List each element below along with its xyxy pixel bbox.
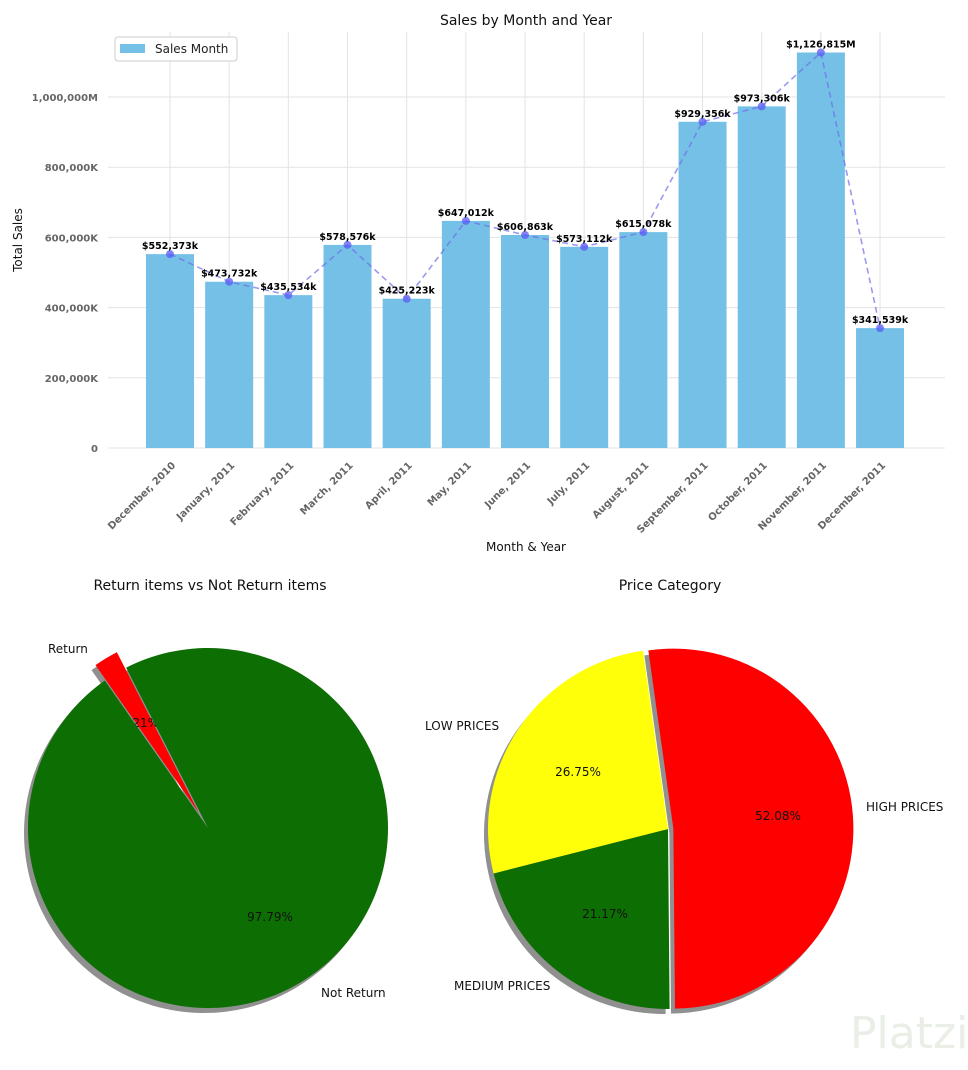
bar: [264, 295, 313, 448]
x-tick-label: December, 2010: [106, 460, 178, 532]
trend-marker: [166, 250, 174, 259]
bar: [796, 52, 845, 448]
slice-label: HIGH PRICES: [866, 800, 943, 814]
y-ticks: 0 200,000K 400,000K 600,000K 800,000K 1,000,0…: [32, 93, 100, 455]
bar: [323, 244, 372, 448]
trend-marker: [580, 242, 589, 251]
bar: [146, 254, 194, 448]
x-tick-label: August, 2011: [591, 460, 652, 521]
trend-marker: [402, 294, 411, 303]
x-tick-label: January, 2011: [174, 460, 237, 523]
slice-percent: 26.75%: [555, 765, 601, 779]
slice-label: MEDIUM PRICES: [454, 979, 550, 993]
data-label: $573,112k: [556, 234, 613, 245]
bar: [678, 121, 727, 448]
bar: [441, 220, 490, 448]
data-label: $578,576k: [319, 232, 376, 243]
data-label: $606,863k: [497, 222, 554, 233]
pie-slice-low-prices: [488, 650, 668, 874]
data-label: $973,306k: [734, 93, 791, 104]
trend-marker: [343, 240, 352, 249]
data-label: $1,126,815M: [786, 39, 856, 50]
y-tick-label: 400,000K: [45, 304, 100, 315]
legend: Sales Month: [114, 36, 238, 62]
y-tick-label: 200,000K: [45, 374, 100, 385]
x-tick-label: December, 2011: [816, 460, 888, 532]
trend-marker: [816, 48, 825, 57]
x-tick-label: March, 2011: [298, 460, 355, 517]
price-pie-title: Price Category: [619, 578, 722, 594]
slice-percent: 21.17%: [582, 907, 628, 921]
slice-label: Not Return: [321, 986, 386, 1000]
slice-percent: 52.08%: [755, 809, 801, 823]
bars: [146, 52, 905, 448]
data-label: $615,078k: [615, 219, 672, 230]
price-pie: HIGH PRICES 52.08% MEDIUM PRICES 21.17% LOW …: [425, 648, 943, 1014]
legend-box: [114, 36, 238, 62]
data-label: $552,373k: [142, 241, 199, 252]
y-tick-label: 1,000,000M: [32, 93, 98, 104]
platzi-watermark: Platzi: [850, 1008, 968, 1059]
bar: [737, 106, 786, 448]
data-labels: $552,373k $473,732k$435,534k $578,576k $425…: [142, 39, 909, 326]
trend-line: [166, 48, 885, 333]
y-tick-label: 800,000K: [45, 163, 100, 174]
legend-swatch: [120, 44, 145, 53]
return-pie-title: Return items vs Not Return items: [93, 578, 326, 594]
trend-marker: [698, 117, 707, 126]
trend-marker: [639, 228, 648, 237]
data-label: $647,012k: [438, 208, 495, 219]
trend-marker: [461, 216, 470, 225]
slice-label: Return: [48, 642, 88, 656]
x-tick-label: July, 2011: [545, 460, 592, 507]
trend-marker: [284, 291, 293, 300]
trend-marker: [757, 102, 766, 111]
pie-slice-high-prices: [648, 648, 854, 1009]
data-label: $435,534k: [260, 282, 317, 293]
x-axis-label: Month & Year: [486, 540, 566, 554]
x-tick-label: February, 2011: [229, 460, 297, 528]
bar: [619, 232, 668, 448]
data-label: $341,539k: [852, 315, 909, 326]
pie-slice-return: [95, 652, 199, 813]
bar: [205, 281, 254, 448]
pie-slice-medium-prices: [493, 829, 670, 1009]
data-label: $929,356k: [674, 109, 731, 120]
x-tick-label: April, 2011: [363, 460, 415, 512]
trend-marker: [225, 277, 234, 286]
x-tick-label: May, 2011: [426, 460, 474, 508]
y-tick-label: 600,000K: [45, 233, 100, 244]
pie-slice-not-return: [27, 648, 388, 1008]
bar: [856, 328, 905, 448]
trend-marker: [521, 230, 530, 239]
legend-label: Sales Month: [155, 42, 228, 56]
data-label: $425,223k: [379, 286, 436, 297]
bar-chart-title: Sales by Month and Year: [440, 13, 612, 29]
y-axis-label: Total Sales: [11, 208, 25, 273]
slice-label: LOW PRICES: [425, 719, 499, 733]
slice-percent: 97.79%: [247, 910, 293, 924]
bar: [560, 246, 609, 448]
data-label: $473,732k: [201, 269, 258, 280]
x-tick-label: June, 2011: [482, 460, 533, 511]
y-tick-label: 0: [91, 444, 98, 455]
trend-marker: [876, 324, 885, 333]
bar: [382, 298, 431, 448]
bar: [501, 234, 550, 448]
x-tick-label: October, 2011: [706, 460, 769, 523]
